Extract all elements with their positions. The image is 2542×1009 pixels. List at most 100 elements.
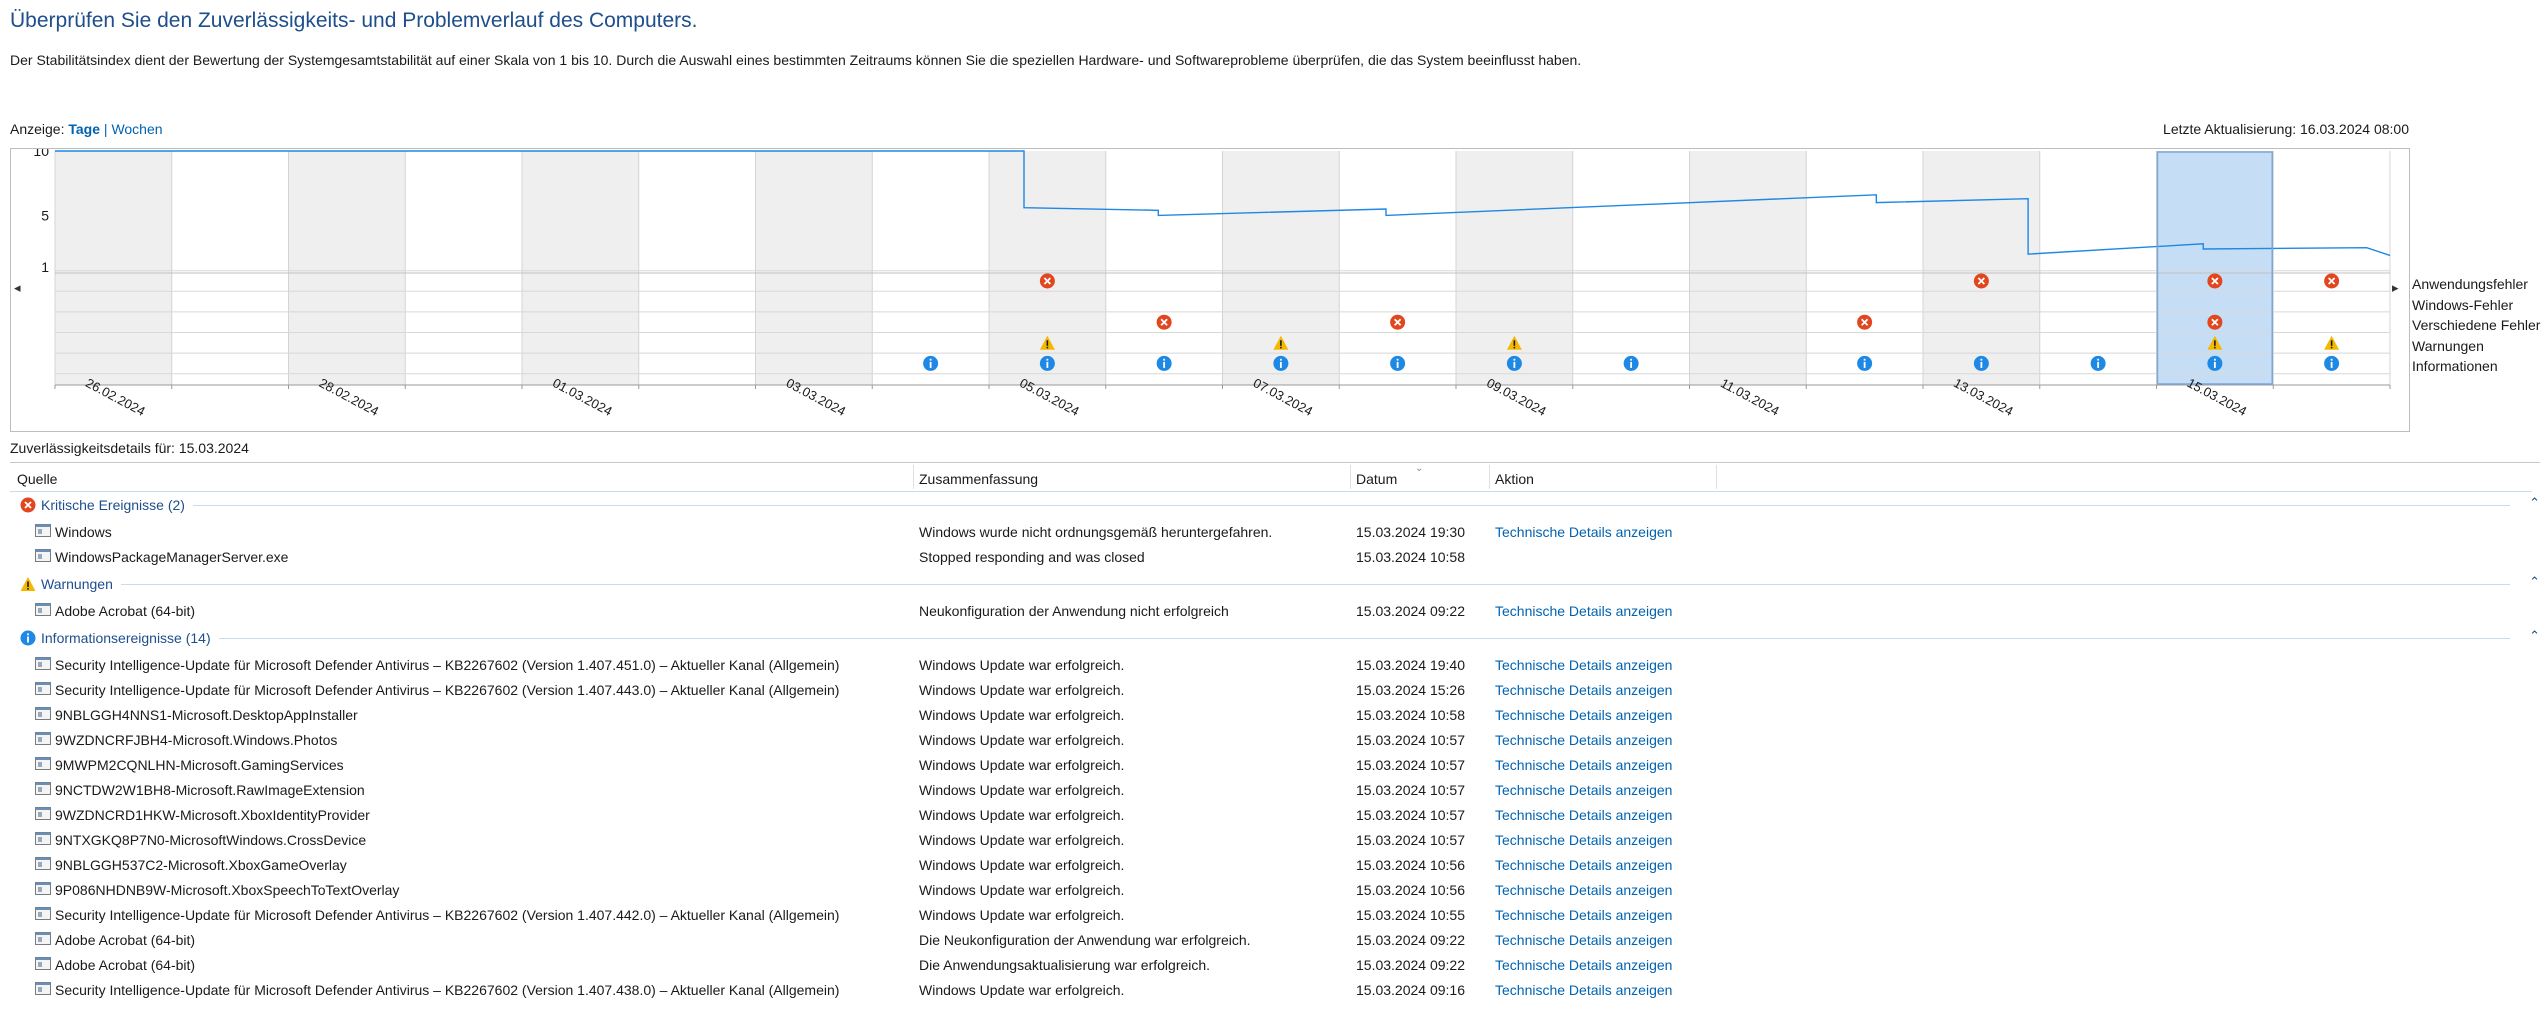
technical-details-link[interactable]: Technische Details anzeigen — [1495, 857, 1673, 873]
info-event-marker-icon[interactable] — [2324, 355, 2340, 371]
column-header-action[interactable]: Aktion — [1495, 471, 1534, 487]
table-row[interactable]: 9P086NHDNB9W-Microsoft.XboxSpeechToTextO… — [10, 877, 2540, 902]
table-row[interactable]: Windows Windows wurde nicht ordnungsgemäß… — [10, 519, 2540, 544]
table-row[interactable]: Security Intelligence-Update für Microso… — [10, 652, 2540, 677]
technical-details-link[interactable]: Technische Details anzeigen — [1495, 603, 1673, 619]
chart-day-column[interactable] — [989, 151, 1106, 385]
error-event-marker-icon[interactable] — [1390, 314, 1406, 330]
error-event-marker-icon[interactable] — [2324, 273, 2340, 289]
technical-details-link[interactable]: Technische Details anzeigen — [1495, 932, 1673, 948]
chart-day-column[interactable] — [2156, 151, 2274, 385]
technical-details-link[interactable]: Technische Details anzeigen — [1495, 757, 1673, 773]
table-row[interactable]: Security Intelligence-Update für Microso… — [10, 677, 2540, 702]
technical-details-link[interactable]: Technische Details anzeigen — [1495, 682, 1673, 698]
technical-details-link[interactable]: Technische Details anzeigen — [1495, 832, 1673, 848]
technical-details-link[interactable]: Technische Details anzeigen — [1495, 807, 1673, 823]
row-source: Adobe Acrobat (64-bit) — [55, 932, 196, 948]
info-event-marker-icon[interactable] — [2090, 355, 2106, 371]
chart-day-column[interactable] — [1572, 151, 1690, 385]
technical-details-link[interactable]: Technische Details anzeigen — [1495, 882, 1673, 898]
column-separator[interactable] — [1716, 465, 1717, 489]
chart-day-column[interactable] — [2273, 151, 2390, 385]
chart-day-column[interactable] — [2039, 151, 2157, 385]
info-event-marker-icon[interactable] — [1623, 355, 1639, 371]
technical-details-link[interactable]: Technische Details anzeigen — [1495, 982, 1673, 998]
table-row[interactable]: Adobe Acrobat (64-bit) Neukonfiguration d… — [10, 598, 2540, 623]
chart-day-column[interactable] — [872, 151, 989, 385]
event-group-header[interactable]: Informationsereignisse (14) ⌃ — [10, 627, 2540, 649]
collapse-chevron-icon[interactable]: ⌃ — [2529, 628, 2540, 643]
view-weeks-link[interactable]: Wochen — [111, 121, 163, 137]
error-event-marker-icon[interactable] — [1973, 273, 1989, 289]
table-row[interactable]: 9NCTDW2W1BH8-Microsoft.RawImageExtension… — [10, 777, 2540, 802]
table-row[interactable]: Adobe Acrobat (64-bit) Die Neukonfigurati… — [10, 927, 2540, 952]
chart-day-column[interactable] — [1222, 151, 1340, 385]
chart-day-column[interactable] — [1689, 151, 1807, 385]
error-event-marker-icon[interactable] — [2207, 314, 2223, 330]
technical-details-link[interactable]: Technische Details anzeigen — [1495, 732, 1673, 748]
chart-day-column[interactable] — [55, 151, 172, 385]
warning-event-marker-icon[interactable] — [2324, 335, 2340, 350]
error-event-marker-icon[interactable] — [1156, 314, 1172, 330]
error-event-marker-icon[interactable] — [2207, 273, 2223, 289]
chart-scroll-left-button[interactable]: ◂ — [14, 280, 21, 295]
warning-event-marker-icon[interactable] — [1506, 335, 1522, 350]
info-event-marker-icon[interactable] — [1506, 355, 1522, 371]
chart-day-column[interactable] — [1105, 151, 1223, 385]
technical-details-link[interactable]: Technische Details anzeigen — [1495, 957, 1673, 973]
column-separator[interactable] — [913, 465, 914, 489]
column-header-source[interactable]: Quelle — [17, 471, 58, 487]
table-row[interactable]: 9WZDNCRFJBH4-Microsoft.Windows.Photos Win… — [10, 727, 2540, 752]
table-row[interactable]: Security Intelligence-Update für Microso… — [10, 902, 2540, 927]
table-row[interactable]: 9NBLGGH4NNS1-Microsoft.DesktopAppInstall… — [10, 702, 2540, 727]
chart-day-column[interactable] — [1923, 151, 2040, 385]
event-group-header[interactable]: Kritische Ereignisse (2) ⌃ — [10, 494, 2540, 516]
column-separator[interactable] — [1350, 465, 1351, 489]
info-event-marker-icon[interactable] — [923, 355, 939, 371]
info-event-marker-icon[interactable] — [1273, 355, 1289, 371]
info-event-marker-icon[interactable] — [1857, 355, 1873, 371]
chart-day-column[interactable] — [1806, 151, 1923, 385]
column-header-summary[interactable]: Zusammenfassung — [919, 471, 1039, 487]
chart-scroll-right-button[interactable]: ▸ — [2392, 280, 2399, 295]
info-event-marker-icon[interactable] — [1039, 355, 1055, 371]
collapse-chevron-icon[interactable]: ⌃ — [2529, 495, 2540, 510]
table-row[interactable]: WindowsPackageManagerServer.exe Stopped r… — [10, 544, 2540, 569]
view-days-link[interactable]: Tage — [68, 121, 101, 137]
table-row[interactable]: 9MWPM2CQNLHN-Microsoft.GamingServices Win… — [10, 752, 2540, 777]
technical-details-link[interactable]: Technische Details anzeigen — [1495, 657, 1673, 673]
chart-day-column[interactable] — [522, 151, 639, 385]
info-event-marker-icon[interactable] — [1973, 355, 1989, 371]
event-group-header[interactable]: Warnungen ⌃ — [10, 573, 2540, 595]
warning-event-marker-icon[interactable] — [1273, 335, 1289, 350]
table-row[interactable]: Security Intelligence-Update für Microso… — [10, 977, 2540, 1002]
technical-details-link[interactable]: Technische Details anzeigen — [1495, 782, 1673, 798]
chart-day-column[interactable] — [755, 151, 873, 385]
table-row[interactable]: 9WZDNCRD1HKW-Microsoft.XboxIdentityProvi… — [10, 802, 2540, 827]
warning-event-marker-icon[interactable] — [1039, 335, 1055, 350]
warning-event-marker-icon[interactable] — [2207, 335, 2223, 350]
table-row[interactable]: Adobe Acrobat (64-bit) Die Anwendungsaktu… — [10, 952, 2540, 977]
chart-day-column[interactable] — [405, 151, 522, 385]
table-row[interactable]: 9NBLGGH537C2-Microsoft.XboxGameOverlay Wi… — [10, 852, 2540, 877]
chart-day-column[interactable] — [1339, 151, 1456, 385]
chart-day-column[interactable] — [288, 151, 406, 385]
info-event-marker-icon[interactable] — [1390, 355, 1406, 371]
column-separator[interactable] — [1489, 465, 1490, 489]
info-event-marker-icon[interactable] — [1156, 355, 1172, 371]
column-header-date[interactable]: Datum — [1356, 471, 1398, 487]
chart-day-column[interactable] — [638, 151, 756, 385]
row-source: Security Intelligence-Update für Microso… — [55, 657, 840, 673]
info-event-marker-icon[interactable] — [2207, 355, 2223, 371]
table-row[interactable]: 9NTXGKQ8P7N0-MicrosoftWindows.CrossDevic… — [10, 827, 2540, 852]
technical-details-link[interactable]: Technische Details anzeigen — [1495, 907, 1673, 923]
chart-day-column[interactable] — [1456, 151, 1573, 385]
technical-details-link[interactable]: Technische Details anzeigen — [1495, 707, 1673, 723]
collapse-chevron-icon[interactable]: ⌃ — [2529, 574, 2540, 589]
error-event-marker-icon[interactable] — [1039, 273, 1055, 289]
chart-day-column[interactable] — [171, 151, 289, 385]
reliability-chart[interactable]: 10 5 1 26.02.2024 28.02.2024 01.03.2024 03.03.… — [10, 148, 2410, 432]
error-event-marker-icon[interactable] — [1857, 314, 1873, 330]
technical-details-link[interactable]: Technische Details anzeigen — [1495, 524, 1673, 540]
